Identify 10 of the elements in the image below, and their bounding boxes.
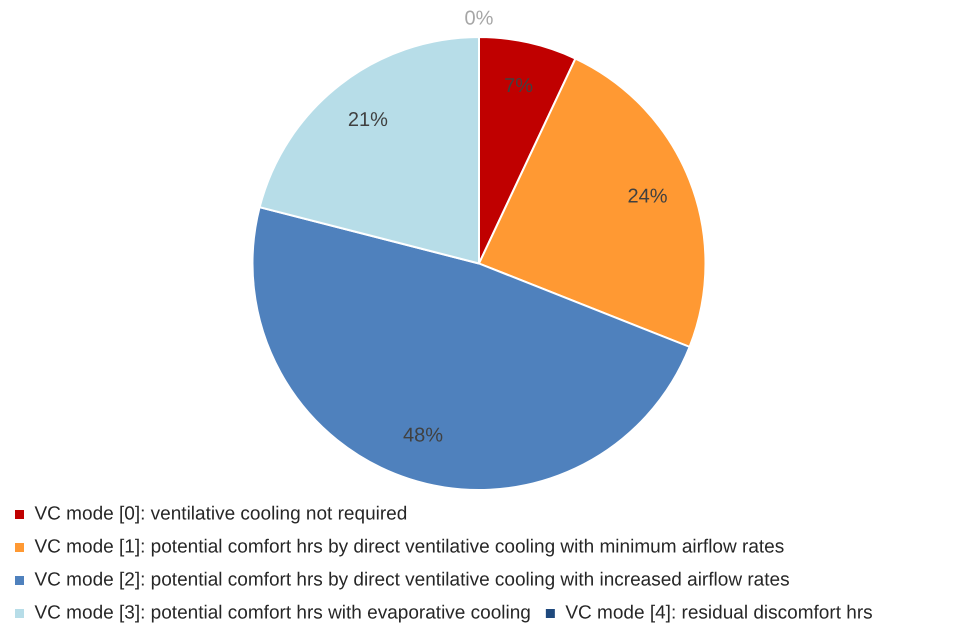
legend-label: VC mode [0]: ventilative cooling not required <box>34 504 408 525</box>
text: 0% <box>464 7 494 30</box>
legend-label: VC mode [1]: potential comfort hrs by direct ventilative cooling with minimum airflow rates <box>34 536 784 558</box>
legend-label: VC mode [2]: potential comfort hrs by direct ventilative cooling with increased airflow rates <box>34 570 790 591</box>
legend-label: VC mode [4]: residual discomfort hrs <box>565 602 873 624</box>
data-label: 48% <box>402 424 444 446</box>
data-label: 21% <box>348 108 388 131</box>
data-label: 24% <box>627 185 668 208</box>
data-label: 7% <box>504 75 534 98</box>
legend-label: VC mode [3]: potential comfort hrs with evaporative cooling <box>34 602 531 624</box>
